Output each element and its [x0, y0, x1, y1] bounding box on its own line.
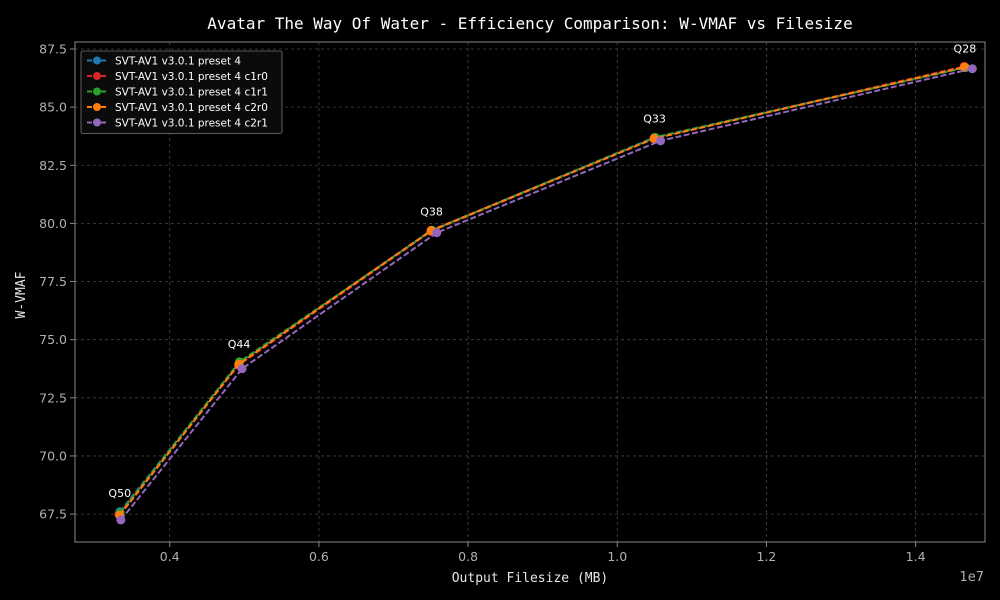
legend-marker: [93, 56, 101, 65]
y-tick-label: 85.0: [39, 100, 67, 115]
legend-label: SVT-AV1 v3.0.1 preset 4 c1r0: [115, 71, 268, 83]
legend-marker: [93, 118, 101, 127]
y-tick-label: 75.0: [39, 332, 67, 347]
point-label: Q44: [228, 338, 251, 351]
point-label: Q33: [643, 112, 666, 125]
y-tick-label: 72.5: [39, 390, 67, 405]
data-point: [432, 228, 442, 238]
x-tick-label: 0.4: [160, 549, 180, 564]
data-point: [237, 364, 247, 374]
x-ticks: 0.4 0.6 0.8 1.0 1.2 1.4: [160, 542, 926, 564]
data-point: [656, 136, 666, 146]
y-tick-label: 87.5: [39, 41, 67, 56]
legend-marker: [93, 103, 101, 111]
legend-label: SVT-AV1 v3.0.1 preset 4 c2r1: [115, 117, 268, 129]
series-lines: [114, 61, 977, 525]
point-label: Q38: [420, 205, 443, 218]
x-tick-label: 0.6: [309, 549, 329, 564]
x-tick-label: 1.4: [906, 549, 926, 564]
y-tick-label: 67.5: [39, 507, 67, 522]
legend-entry: SVT-AV1 v3.0.1 preset 4 c2r1: [87, 117, 268, 129]
legend-label: SVT-AV1 v3.0.1 preset 4 c1r1: [115, 86, 268, 98]
x-axis-offset-label: 1e7: [959, 570, 984, 585]
legend: SVT-AV1 v3.0.1 preset 4 SVT-AV1 v3.0.1 pr…: [80, 50, 283, 134]
series-line: [120, 67, 973, 521]
plot-frame: [74, 41, 986, 543]
legend-entry: SVT-AV1 v3.0.1 preset 4 c2r0: [87, 102, 268, 114]
y-tick-label: 80.0: [39, 216, 67, 231]
legend-entry: SVT-AV1 v3.0.1 preset 4 c1r1: [87, 86, 268, 98]
y-tick-label: 70.0: [39, 448, 67, 463]
y-ticks: 67.5 70.0 72.5 75.0 77.5 80.0 82.5 85.0 87.5: [39, 41, 75, 522]
x-axis-label: Output Filesize (MB): [452, 571, 609, 586]
data-point: [116, 515, 126, 525]
legend-marker: [93, 87, 101, 96]
y-tick-label: 82.5: [39, 158, 67, 173]
chart-title: Avatar The Way Of Water - Efficiency Com…: [207, 14, 852, 33]
point-label: Q28: [954, 43, 977, 56]
x-tick-label: 0.8: [458, 549, 478, 564]
legend-box: [80, 50, 283, 134]
x-tick-label: 1.0: [607, 549, 627, 564]
x-tick-label: 1.2: [757, 549, 777, 564]
legend-label: SVT-AV1 v3.0.1 preset 4 c2r0: [115, 102, 268, 114]
point-annotations: Q50 Q44 Q38 Q33 Q28: [108, 43, 976, 500]
series-4: [116, 64, 977, 525]
legend-marker: [93, 72, 101, 80]
legend-entry: SVT-AV1 v3.0.1 preset 4: [87, 55, 241, 67]
legend-label: SVT-AV1 v3.0.1 preset 4: [115, 55, 241, 67]
data-point: [967, 64, 977, 74]
legend-entry: SVT-AV1 v3.0.1 preset 4 c1r0: [87, 71, 268, 83]
y-axis-label: W-VMAF: [14, 271, 29, 318]
point-label: Q50: [108, 487, 131, 500]
y-tick-label: 77.5: [39, 274, 67, 289]
